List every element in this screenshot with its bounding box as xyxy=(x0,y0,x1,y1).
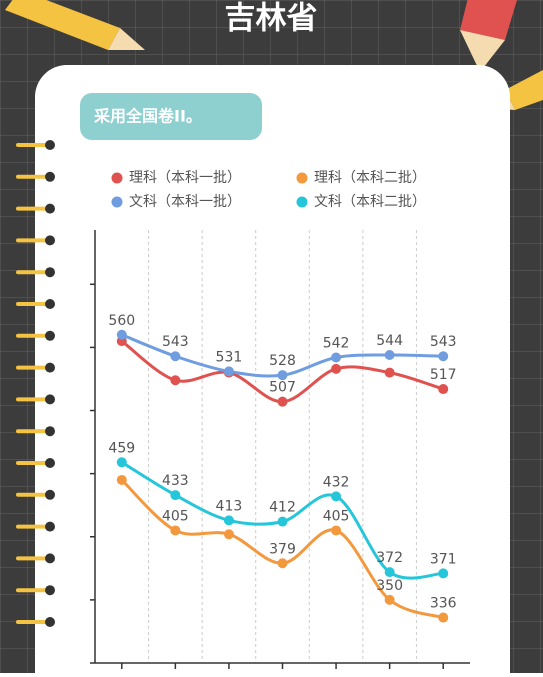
ring-hole xyxy=(45,585,55,596)
ring-hole xyxy=(45,458,55,468)
point xyxy=(116,457,127,468)
point xyxy=(331,525,342,536)
ring-hole xyxy=(45,362,55,373)
point xyxy=(170,351,181,362)
ring-hole xyxy=(45,203,55,214)
value-label: 412 xyxy=(269,500,296,516)
point xyxy=(170,490,181,501)
note: 采用全国卷II。 xyxy=(93,107,202,126)
title: 吉林省 xyxy=(225,1,318,37)
ring-hole xyxy=(45,171,55,182)
legend-marker xyxy=(296,172,308,184)
value-label: 517 xyxy=(430,367,457,383)
plot: 理科（本科一批） 理科（本科二批） 文科（本科一批） 文科（本科二批） 507 517 40… xyxy=(90,170,470,669)
card xyxy=(35,65,510,677)
point xyxy=(384,367,395,378)
ring-hole xyxy=(45,140,55,150)
ring-hole xyxy=(45,330,55,341)
point xyxy=(223,529,234,540)
value-label: 413 xyxy=(216,498,243,514)
ring-hole xyxy=(45,267,55,278)
spiral-rings xyxy=(16,140,55,627)
point xyxy=(331,363,342,374)
value-label: 528 xyxy=(269,353,296,369)
value-label: 507 xyxy=(269,380,296,396)
point xyxy=(223,515,234,526)
ring-hole xyxy=(45,521,55,532)
value-label: 542 xyxy=(323,336,350,352)
point xyxy=(170,525,181,536)
value-label: 531 xyxy=(216,349,243,365)
point xyxy=(331,352,342,363)
point xyxy=(277,370,288,381)
ring-hole xyxy=(45,394,55,405)
value-label: 560 xyxy=(108,313,135,329)
legend-marker xyxy=(111,196,123,208)
ring-hole xyxy=(45,235,55,246)
point xyxy=(438,351,449,362)
ring-hole xyxy=(45,617,55,627)
ring-hole xyxy=(45,299,55,309)
point xyxy=(438,612,449,623)
value-label: 433 xyxy=(162,473,189,489)
value-label: 544 xyxy=(376,333,403,349)
point xyxy=(170,375,181,386)
point xyxy=(384,594,395,605)
point xyxy=(331,491,342,502)
point xyxy=(277,396,288,407)
point xyxy=(438,568,449,579)
value-label: 543 xyxy=(162,334,189,350)
legend-label: 理科（本科二批） xyxy=(314,170,426,186)
value-label: 432 xyxy=(323,474,350,490)
point xyxy=(384,567,395,578)
note-box xyxy=(80,93,262,140)
value-label: 405 xyxy=(162,508,189,524)
point xyxy=(277,516,288,527)
value-label: 336 xyxy=(430,596,457,612)
point xyxy=(116,474,127,485)
point xyxy=(438,384,449,395)
legend-label: 理科（本科一批） xyxy=(129,170,241,186)
point xyxy=(277,558,288,569)
value-label: 350 xyxy=(376,578,403,594)
ring-hole xyxy=(45,489,55,500)
legend-marker xyxy=(296,196,308,208)
value-label: 459 xyxy=(108,440,135,456)
point xyxy=(223,366,234,377)
value-label: 371 xyxy=(430,551,457,567)
value-label: 372 xyxy=(376,550,403,566)
legend-label: 文科（本科一批） xyxy=(129,194,241,210)
legend-marker xyxy=(111,172,123,184)
value-label: 405 xyxy=(323,508,350,524)
pencil-left xyxy=(5,0,145,50)
ring-hole xyxy=(45,553,55,564)
legend-label: 文科（本科二批） xyxy=(314,194,426,210)
ring-hole xyxy=(45,426,55,437)
point xyxy=(384,349,395,360)
value-label: 543 xyxy=(430,334,457,350)
point xyxy=(116,329,127,340)
value-label: 379 xyxy=(269,541,296,557)
